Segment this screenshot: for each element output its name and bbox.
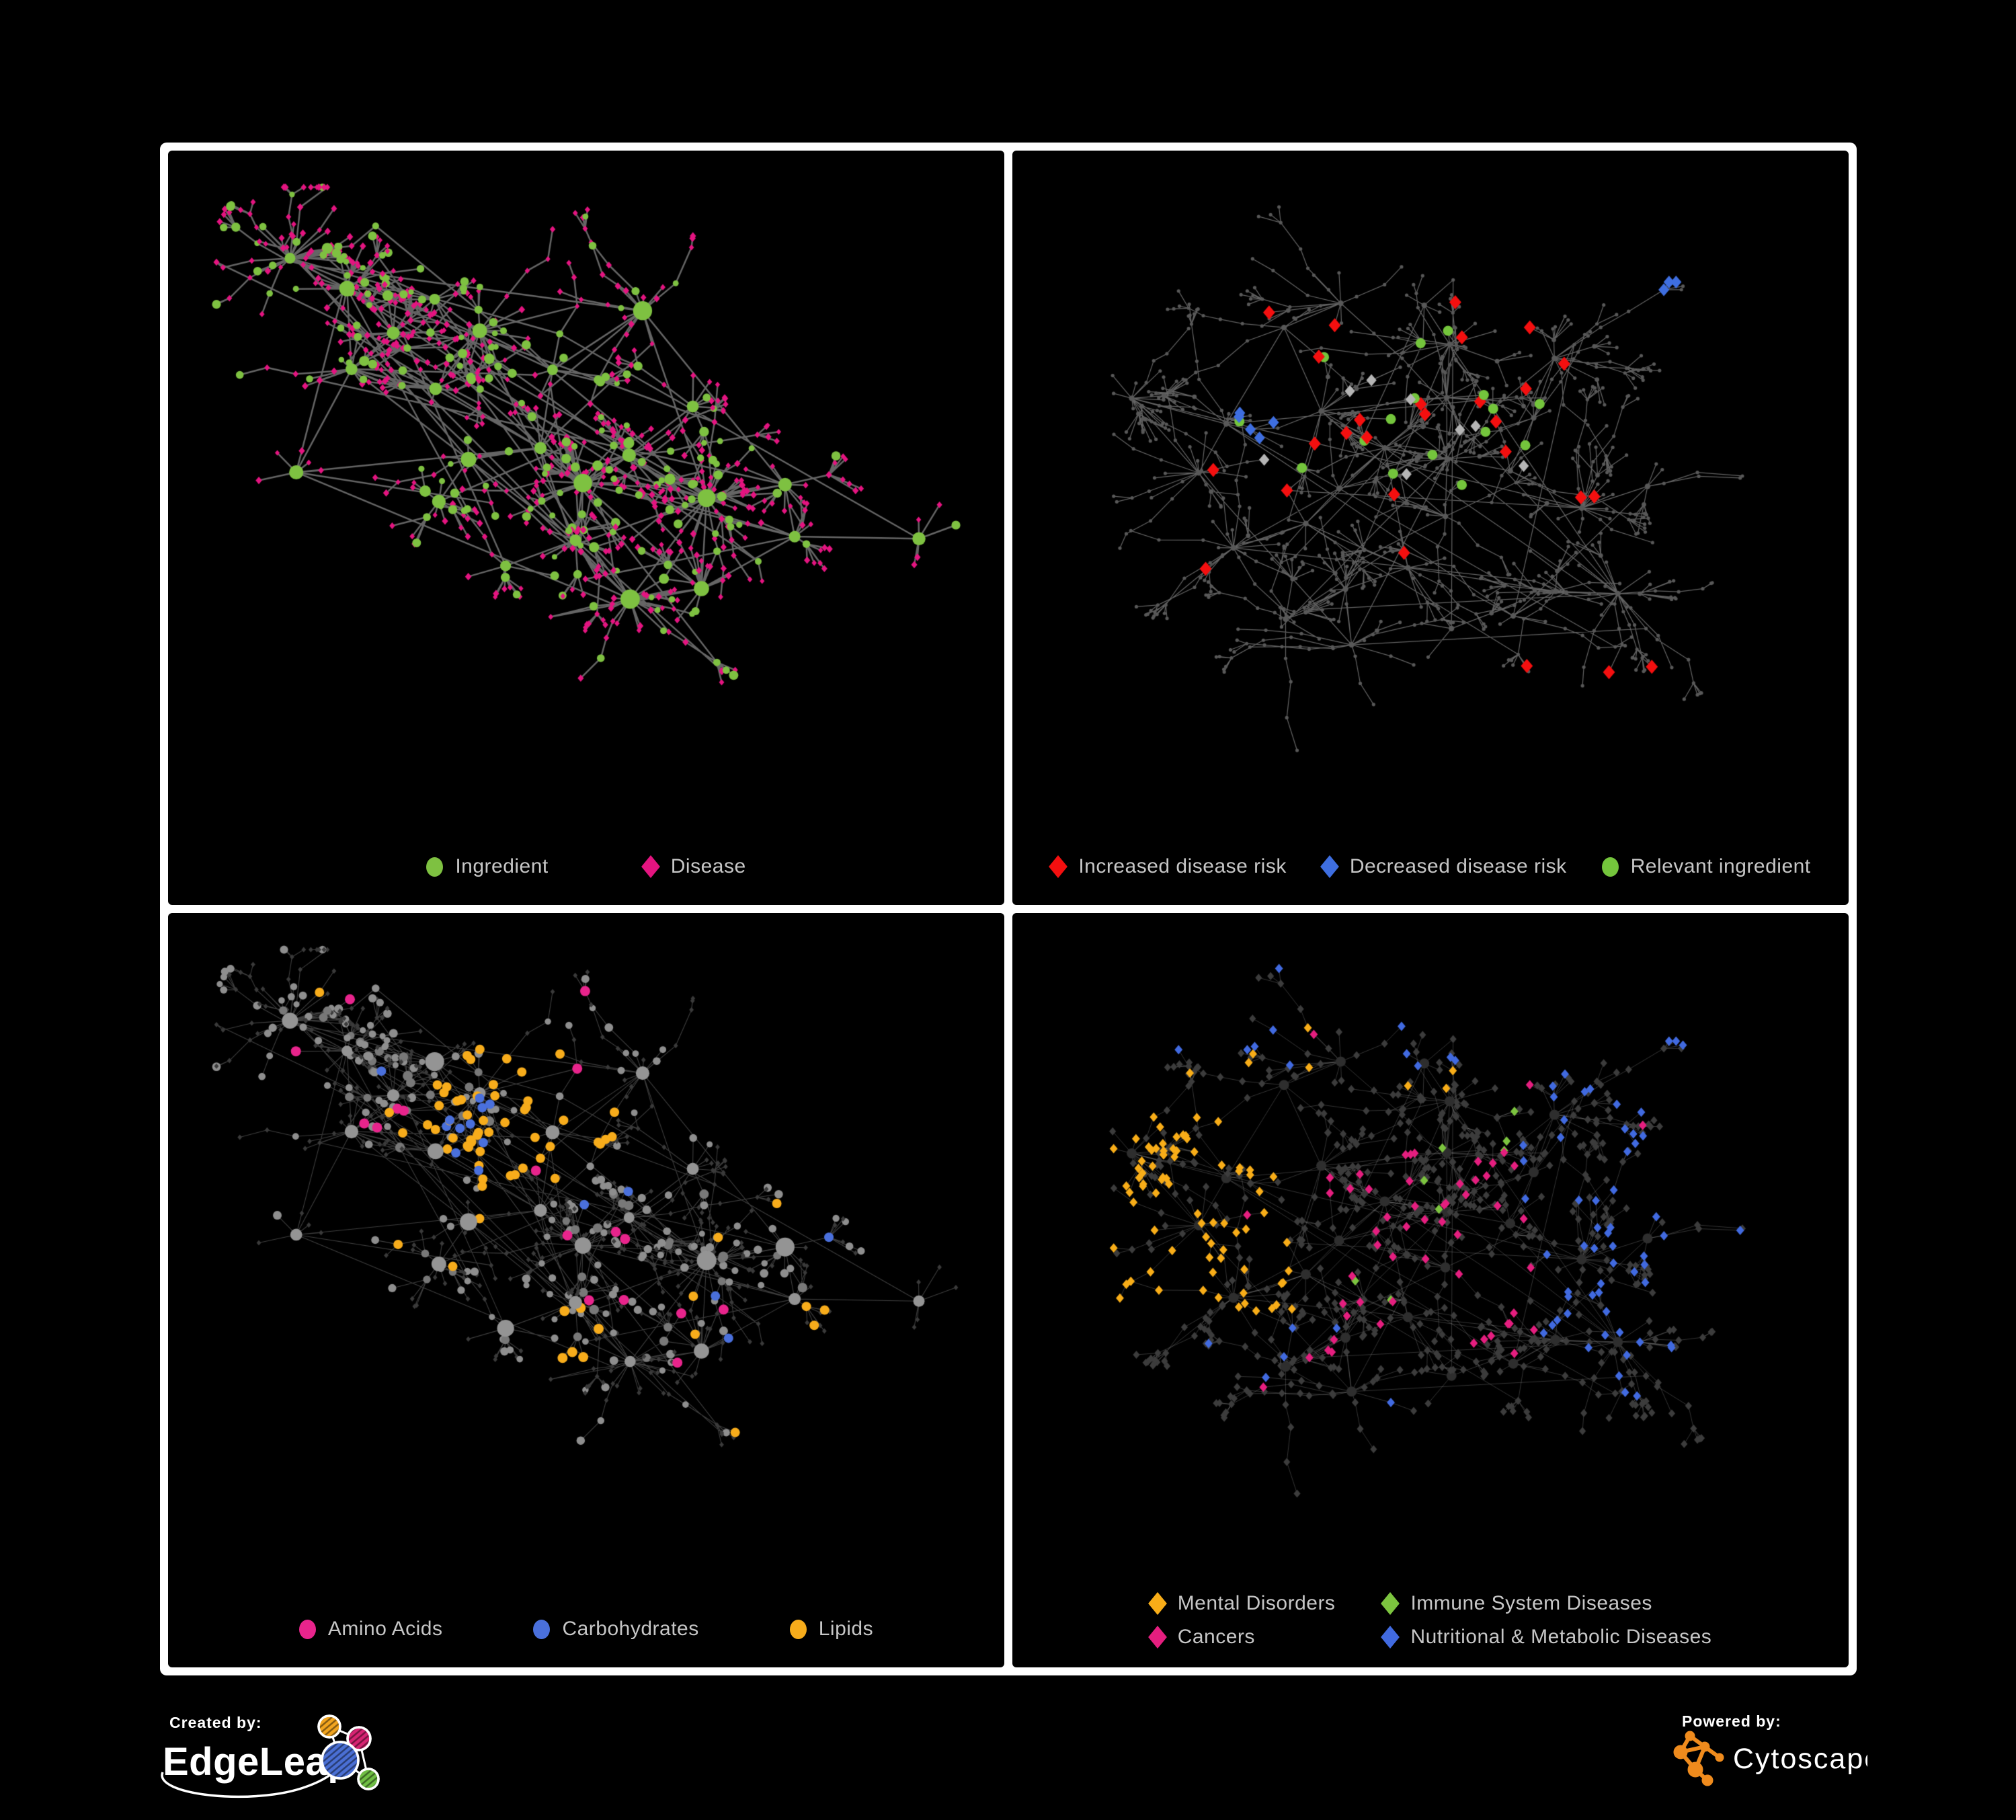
legend-disease-categories: Mental Disorders Immune System Diseases Ca… [1012, 1588, 1849, 1667]
panel-disease-categories: Mental Disorders Immune System Diseases Ca… [1012, 913, 1849, 1667]
legend-label: Nutritional & Metabolic Diseases [1410, 1626, 1712, 1648]
legend-label: Increased disease risk [1078, 855, 1287, 877]
mental-disorders-swatch-diamond [1147, 1592, 1167, 1615]
edgeleap-network-icon [161, 1714, 380, 1798]
legend-item-relevant-ingredient: Relevant ingredient [1601, 855, 1811, 878]
created-by-caption: Created by: [169, 1714, 262, 1731]
panel-disease-risk: Increased disease risk Decreased disease … [1012, 151, 1849, 905]
ingredient-disease-network-canvas [168, 151, 1004, 847]
relevant-ingredient-swatch-circle [1601, 857, 1619, 877]
macronutrient-network-canvas [168, 913, 1004, 1610]
legend-label: Lipids [818, 1618, 874, 1640]
legend-item-lipids: Lipids [789, 1618, 874, 1640]
carbohydrates-swatch-circle [533, 1619, 551, 1639]
legend-item-ingredient: Ingredient [426, 855, 548, 878]
cytoscape-logo: Powered by: Cytoscape [1673, 1712, 1867, 1786]
immune-system-diseases-swatch-diamond [1381, 1592, 1400, 1615]
cytoscape-wordmark: Cytoscape [1733, 1743, 1867, 1775]
decreased-disease-risk-swatch-diamond [1320, 855, 1339, 878]
legend-item-immune-system-diseases: Immune System Diseases [1381, 1592, 1711, 1615]
legend-item-decreased-disease-risk: Decreased disease risk [1320, 855, 1567, 878]
legend-label: Mental Disorders [1177, 1592, 1336, 1614]
legend-item-increased-disease-risk: Increased disease risk [1049, 855, 1287, 878]
increased-disease-risk-swatch-diamond [1049, 855, 1068, 878]
disease-category-network-canvas [1012, 913, 1849, 1588]
legend-item-cancers: Cancers [1147, 1626, 1336, 1649]
panel-macronutrients: Amino Acids Carbohydrates Lipids [168, 913, 1004, 1667]
legend-item-mental-disorders: Mental Disorders [1147, 1592, 1336, 1615]
legend-macronutrients: Amino Acids Carbohydrates Lipids [168, 1610, 1004, 1667]
legend-item-nutritional-metabolic-diseases: Nutritional & Metabolic Diseases [1381, 1626, 1712, 1649]
legend-item-amino-acids: Amino Acids [298, 1618, 443, 1640]
legend-label: Relevant ingredient [1630, 855, 1811, 877]
panel-ingredient-disease: Ingredient Disease [168, 151, 1004, 905]
panel-grid: Ingredient Disease Increased disease risk… [160, 143, 1857, 1675]
cytoscape-network-icon [1673, 1731, 1724, 1786]
legend-item-disease: Disease [641, 855, 746, 878]
ingredient-swatch-circle [426, 857, 444, 877]
edgeleap-logo: Created by: EdgeLeap [161, 1714, 380, 1798]
cancers-swatch-diamond [1147, 1626, 1167, 1649]
legend-label: Amino Acids [327, 1618, 443, 1640]
nutritional-metabolic-diseases-swatch-diamond [1381, 1626, 1400, 1649]
legend-ingredient-disease: Ingredient Disease [168, 847, 1004, 905]
disease-risk-network-canvas [1012, 151, 1849, 847]
legend-label: Carbohydrates [562, 1618, 699, 1640]
disease-swatch-diamond [641, 855, 660, 878]
lipids-swatch-circle [789, 1619, 807, 1639]
legend-label: Immune System Diseases [1410, 1592, 1652, 1614]
legend-label: Disease [670, 855, 746, 877]
edgeleap-wordmark: EdgeLeap [163, 1740, 352, 1784]
legend-label: Ingredient [455, 855, 549, 877]
amino-acids-swatch-circle [298, 1619, 316, 1639]
legend-label: Cancers [1177, 1626, 1255, 1648]
legend-disease-risk: Increased disease risk Decreased disease … [1012, 847, 1849, 905]
powered-by-caption: Powered by: [1682, 1712, 1781, 1730]
legend-label: Decreased disease risk [1349, 855, 1567, 877]
legend-item-carbohydrates: Carbohydrates [533, 1618, 698, 1640]
